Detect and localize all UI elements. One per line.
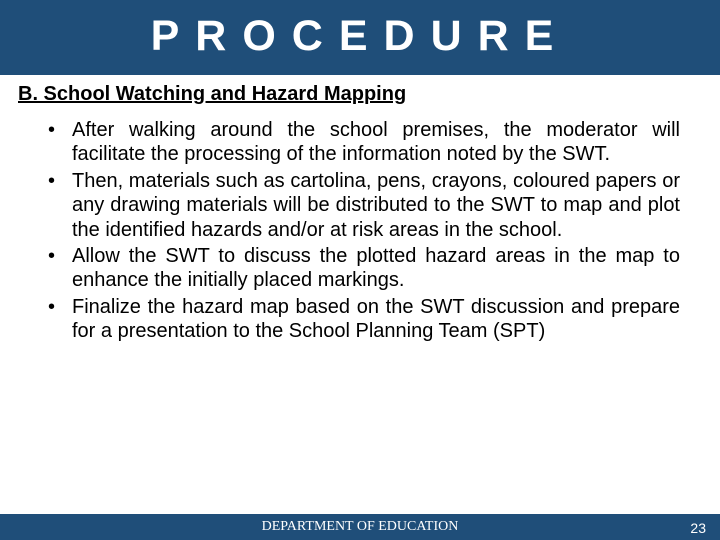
section-heading: B. School Watching and Hazard Mapping (0, 75, 720, 112)
footer-label: DEPARTMENT OF EDUCATION (262, 519, 459, 535)
list-item: After walking around the school premises… (40, 118, 680, 167)
list-item: Then, materials such as cartolina, pens,… (40, 169, 680, 242)
content-region: After walking around the school premises… (0, 112, 720, 344)
slide-footer: DEPARTMENT OF EDUCATION 23 (0, 514, 720, 540)
slide-title: PROCEDURE (0, 12, 720, 61)
slide-header: PROCEDURE (0, 0, 720, 75)
list-item: Allow the SWT to discuss the plotted haz… (40, 244, 680, 293)
bullet-list: After walking around the school premises… (40, 118, 680, 344)
page-number: 23 (690, 520, 706, 536)
list-item: Finalize the hazard map based on the SWT… (40, 295, 680, 344)
